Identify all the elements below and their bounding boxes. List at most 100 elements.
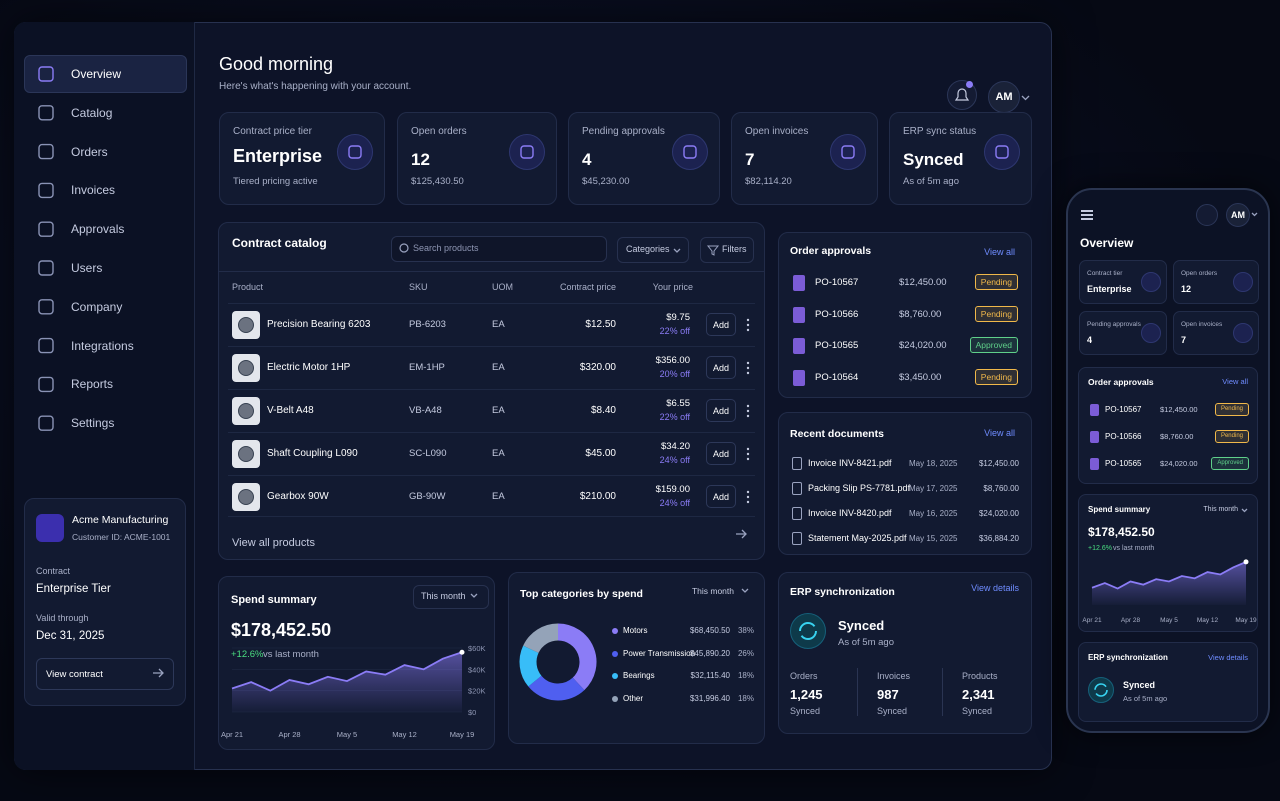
nav-active[interactable] bbox=[24, 55, 187, 93]
nav-item[interactable]: Company bbox=[71, 299, 123, 314]
filters-text[interactable]: Filters bbox=[722, 244, 747, 254]
po-number: PO-10565 bbox=[815, 340, 859, 351]
mobile-erp-link[interactable]: View details bbox=[1208, 653, 1248, 662]
stat-note: Synced bbox=[790, 706, 821, 716]
kpi-sub: $82,114.20 bbox=[745, 176, 792, 187]
add-button[interactable] bbox=[706, 399, 736, 422]
nav-item[interactable]: Invoices bbox=[71, 183, 116, 198]
kpi-value: 7 bbox=[745, 150, 755, 169]
mobile-avatar-text[interactable]: AM bbox=[1231, 210, 1245, 220]
mobile-kpi-label: Open orders bbox=[1181, 270, 1218, 277]
kpi-icon bbox=[672, 134, 708, 170]
status-badge: Pending bbox=[1214, 430, 1249, 444]
add-text[interactable]: Add bbox=[712, 406, 729, 416]
nav-item[interactable]: Overview bbox=[71, 67, 122, 81]
period-dropdown[interactable] bbox=[413, 585, 489, 609]
categories-card bbox=[508, 572, 765, 744]
file-name[interactable]: Invoice INV-8420.pdf bbox=[808, 508, 892, 518]
po-number: PO-10564 bbox=[815, 371, 859, 383]
legend-percent: 18% bbox=[737, 671, 754, 680]
contract-price: $12.50 bbox=[585, 319, 616, 330]
legend-amount: $45,890.20 bbox=[689, 648, 730, 658]
avatar-text[interactable]: AM bbox=[995, 91, 1013, 103]
legend-percent: 26% bbox=[737, 648, 754, 658]
account-name: Acme Manufacturing bbox=[72, 514, 169, 526]
product-shape bbox=[238, 489, 254, 505]
nav-item[interactable]: Orders bbox=[71, 144, 108, 159]
kpi-label: Pending approvals bbox=[582, 126, 665, 137]
approvals-link[interactable]: View all bbox=[984, 247, 1015, 257]
add-button[interactable] bbox=[706, 442, 736, 465]
mobile-spend-change: +12.6% bbox=[1088, 545, 1112, 552]
add-text[interactable]: Add bbox=[712, 492, 729, 502]
search-placeholder[interactable]: Search products bbox=[413, 243, 479, 253]
document-icon bbox=[793, 338, 805, 354]
mobile-avatar bbox=[1226, 203, 1250, 227]
product-name: Precision Bearing 6203 bbox=[267, 319, 371, 330]
mobile-kpi-label: Pending approvals bbox=[1087, 321, 1141, 328]
sku: VB-A48 bbox=[409, 405, 442, 416]
add-button[interactable] bbox=[706, 356, 736, 379]
nav-item[interactable]: Reports bbox=[71, 377, 114, 392]
mobile-spend-title: Spend summary bbox=[1088, 505, 1151, 514]
file-name[interactable]: Statement May-2025.pdf bbox=[808, 533, 907, 543]
nav-item[interactable]: Approvals bbox=[71, 222, 125, 237]
product-shape bbox=[238, 360, 254, 376]
mobile-spend-note: vs last month bbox=[1113, 545, 1155, 552]
discount: 24% off bbox=[659, 498, 690, 508]
mobile-doc-icon bbox=[1090, 404, 1099, 416]
add-text[interactable]: Add bbox=[712, 449, 729, 459]
mobile-kpi-icon bbox=[1141, 323, 1161, 343]
nav-item[interactable]: Users bbox=[71, 261, 103, 275]
legend-amount: $68,450.50 bbox=[689, 626, 730, 635]
add-button[interactable] bbox=[706, 313, 736, 336]
approvals-title: Order approvals bbox=[790, 245, 872, 257]
search-box[interactable] bbox=[391, 236, 607, 262]
add-button[interactable] bbox=[706, 485, 736, 508]
kpi-label: Open invoices bbox=[745, 126, 809, 137]
erp-status: Synced bbox=[838, 618, 885, 633]
file-name[interactable]: Invoice INV-8421.pdf bbox=[808, 458, 892, 468]
mobile-approvals-link[interactable]: View all bbox=[1222, 377, 1248, 386]
product-name: Electric Motor 1HP bbox=[267, 362, 351, 373]
filters-button[interactable] bbox=[700, 237, 754, 263]
status-badge: Pending bbox=[974, 368, 1018, 385]
categories-dropdown[interactable] bbox=[617, 237, 689, 263]
mobile-spend-total: $178,452.50 bbox=[1088, 525, 1155, 539]
nav-item[interactable]: Catalog bbox=[71, 105, 113, 120]
mobile-approvals-title: Order approvals bbox=[1088, 377, 1154, 387]
file-name[interactable]: Packing Slip PS-7781.pdf bbox=[808, 483, 911, 493]
add-text[interactable]: Add bbox=[712, 363, 729, 373]
categories-text[interactable]: Categories bbox=[626, 244, 670, 254]
erp-link[interactable]: View details bbox=[971, 583, 1019, 593]
add-text[interactable]: Add bbox=[712, 320, 729, 330]
your-price: $34.20 bbox=[660, 441, 690, 452]
menu-line bbox=[1081, 214, 1093, 216]
file-icon bbox=[792, 507, 802, 520]
file-amount: $8,760.00 bbox=[983, 484, 1019, 493]
file-amount: $24,020.00 bbox=[978, 509, 1019, 518]
mobile-kpi-icon bbox=[1233, 272, 1253, 292]
period-text[interactable]: This month bbox=[421, 591, 466, 601]
nav-item[interactable]: Integrations bbox=[71, 338, 134, 353]
kpi-sub: $125,430.50 bbox=[411, 176, 464, 187]
stat-label: Orders bbox=[790, 671, 818, 681]
categories-period[interactable]: This month bbox=[691, 586, 734, 596]
row-divider bbox=[228, 389, 755, 390]
divider bbox=[218, 271, 765, 272]
discount: 20% off bbox=[659, 369, 690, 379]
contract-price: $210.00 bbox=[579, 491, 616, 502]
view-all-products[interactable]: View all products bbox=[232, 537, 315, 549]
contract-price: $8.40 bbox=[590, 405, 616, 416]
po-amount: $24,020.00 bbox=[899, 340, 947, 351]
view-contract-button[interactable] bbox=[36, 658, 174, 690]
nav-item[interactable]: Settings bbox=[71, 416, 115, 431]
view-contract-text[interactable]: View contract bbox=[46, 669, 103, 680]
stat-label: Products bbox=[962, 671, 998, 681]
product-name: Gearbox 90W bbox=[267, 491, 329, 502]
your-price: $159.00 bbox=[655, 484, 690, 495]
column-header: UOM bbox=[492, 282, 513, 292]
mobile-bell bbox=[1196, 204, 1218, 226]
file-icon bbox=[792, 532, 802, 545]
documents-link[interactable]: View all bbox=[984, 428, 1015, 438]
